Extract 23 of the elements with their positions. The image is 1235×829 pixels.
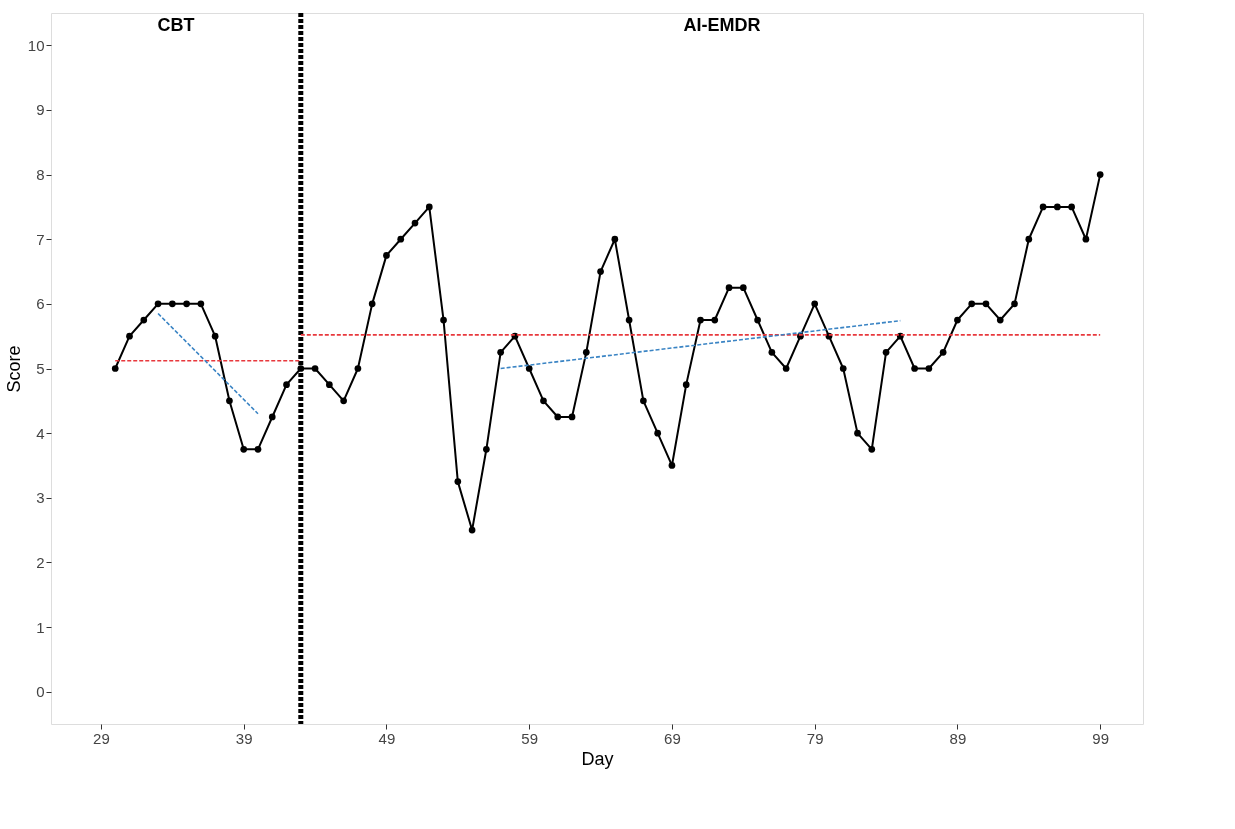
y-tick-label: 10 <box>27 36 45 54</box>
y-tick-label: 6 <box>36 295 45 313</box>
x-tick-label: 89 <box>949 729 967 747</box>
x-tick-label: 79 <box>806 729 824 747</box>
y-tick-label: 7 <box>36 230 45 248</box>
annotation: AI-EMDR <box>683 15 761 35</box>
x-tick-label: 69 <box>664 729 681 747</box>
y-tick-label: 8 <box>36 166 45 184</box>
y-tick-label: 0 <box>36 683 45 701</box>
y-tick-label: 4 <box>36 424 45 442</box>
annotation: CBT <box>157 15 195 35</box>
x-tick-label: 49 <box>378 729 396 747</box>
y-tick-label: 2 <box>36 553 45 571</box>
y-tick-label: 1 <box>36 618 45 636</box>
y-tick-label: 9 <box>36 101 45 119</box>
x-axis-title: Day <box>581 748 614 769</box>
y-tick-label: 5 <box>36 360 45 377</box>
x-tick-label: 29 <box>93 729 110 747</box>
x-tick-label: 59 <box>521 729 539 747</box>
x-tick-label: 99 <box>1092 729 1110 747</box>
x-tick-label: 39 <box>235 729 253 747</box>
y-axis-title: Score <box>3 345 24 393</box>
y-tick-label: 3 <box>36 489 45 507</box>
